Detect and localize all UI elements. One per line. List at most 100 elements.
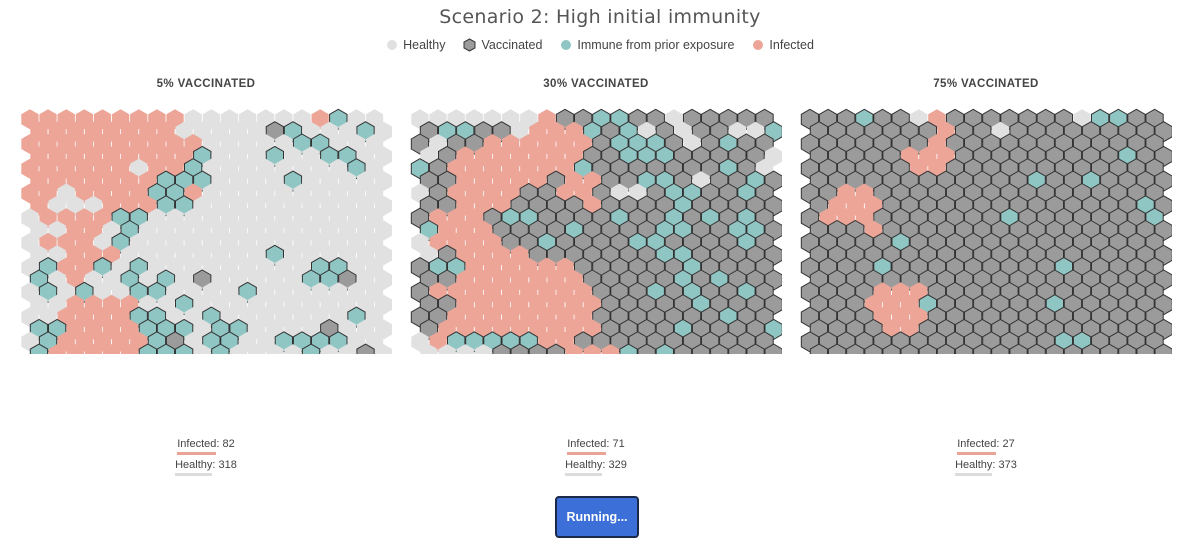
- hex-cell-infected: [21, 134, 39, 154]
- hex-cell-infected: [139, 121, 157, 142]
- hex-cell-healthy: [175, 121, 193, 142]
- hex-grid: [410, 108, 782, 354]
- hex-cell-healthy: [356, 220, 375, 241]
- hex-cell-infected: [483, 134, 502, 154]
- hex-cell-infected: [102, 121, 121, 142]
- hex-cell-infected: [520, 257, 538, 278]
- hex-cell-immune: [175, 195, 194, 217]
- hex-cell-healthy: [356, 195, 375, 216]
- hex-cell-vaccinated: [356, 343, 375, 354]
- hex-cell-immune: [265, 244, 284, 266]
- hex-cell-vaccinated: [882, 343, 901, 354]
- infected-label: Infected: [177, 438, 217, 455]
- hex-cell-infected: [39, 134, 57, 154]
- hex-cell-vaccinated: [574, 331, 593, 353]
- hex-cell-infected: [75, 183, 93, 204]
- hex-cell-healthy: [320, 294, 338, 315]
- hex-cell-infected: [529, 270, 547, 290]
- hex-cell-infected: [547, 121, 565, 142]
- hex-cell-healthy: [375, 294, 392, 315]
- hex-cell-infected: [520, 282, 538, 303]
- hex-cell-infected: [483, 183, 502, 204]
- hex-cell-healthy: [266, 270, 284, 290]
- hex-cell-healthy: [257, 183, 275, 204]
- hex-cell-healthy: [57, 282, 75, 303]
- hex-cell-infected: [66, 319, 84, 340]
- infected-label: Infected: [567, 438, 607, 455]
- hex-cell-infected: [447, 307, 465, 328]
- hex-cell-infected: [66, 344, 84, 354]
- hex-cell-immune: [93, 257, 112, 279]
- hex-cell-infected: [93, 307, 112, 328]
- hex-cell-healthy: [184, 208, 202, 229]
- hex-cell-healthy: [193, 245, 211, 266]
- hex-cell-healthy: [284, 245, 302, 266]
- hex-cell-infected: [93, 208, 112, 229]
- hex-cell-healthy: [229, 121, 248, 142]
- hex-cell-healthy: [248, 121, 266, 142]
- hex-cell-infected: [601, 344, 619, 354]
- hex-cell-infected: [511, 146, 529, 167]
- hex-cell-infected: [456, 195, 474, 216]
- hex-cell-healthy: [329, 208, 347, 229]
- hex-cell-healthy: [302, 294, 320, 315]
- hex-cell-vaccinated: [546, 343, 566, 354]
- hex-cell-healthy: [375, 344, 392, 354]
- hex-cell-healthy: [347, 282, 366, 303]
- hex-cell-infected: [520, 134, 538, 154]
- hex-cell-infected: [846, 195, 864, 216]
- hex-cell-healthy: [248, 195, 266, 216]
- hex-cell-immune: [111, 232, 130, 254]
- hex-cell-infected: [84, 294, 103, 315]
- hex-cell-infected: [429, 331, 447, 352]
- hex-cell-healthy: [157, 245, 175, 266]
- panel-stats: Infected: 71 Healthy: 329: [410, 438, 782, 480]
- healthy-label: Healthy: [565, 459, 603, 476]
- hex-cell-immune: [193, 170, 212, 192]
- hex-cell-infected: [529, 294, 547, 315]
- hex-cell-healthy: [175, 220, 193, 241]
- hex-cell-healthy: [284, 195, 302, 216]
- hex-cell-vaccinated: [1027, 343, 1046, 354]
- hex-cell-healthy: [365, 307, 384, 328]
- hex-cell-infected: [121, 319, 139, 340]
- hex-cell-vaccinated: [846, 170, 865, 192]
- hex-cell-vaccinated: [764, 343, 782, 354]
- hex-cell-healthy: [202, 208, 220, 229]
- hex-cell-healthy: [238, 257, 257, 278]
- hex-cell-healthy: [148, 208, 166, 229]
- hex-cell-immune: [283, 170, 303, 192]
- panel-title: 75% VACCINATED: [933, 78, 1039, 90]
- hex-cell-infected: [112, 158, 130, 179]
- hex-cell-healthy: [257, 208, 275, 229]
- hex-cell-vaccinated: [419, 318, 439, 340]
- hex-cell-immune: [265, 145, 284, 167]
- hex-cell-infected: [130, 109, 148, 130]
- hex-cell-healthy: [211, 146, 229, 167]
- hex-cell-infected: [892, 307, 910, 328]
- hex-cell-healthy: [311, 232, 329, 253]
- hex-cell-infected: [112, 134, 130, 154]
- hex-cell-vaccinated: [936, 343, 956, 354]
- legend-item-infected: Infected: [752, 38, 814, 52]
- hex-cell-infected: [547, 146, 565, 167]
- hex-cell-infected: [565, 344, 583, 354]
- hex-cell-healthy: [320, 171, 338, 192]
- hex-cell-healthy: [184, 232, 202, 253]
- hex-cell-infected: [66, 146, 84, 167]
- hex-cell-healthy: [220, 232, 239, 253]
- hex-cell-healthy: [356, 245, 375, 266]
- hex-cell-vaccinated: [746, 343, 765, 354]
- hex-cell-healthy: [229, 294, 248, 315]
- hex-cell-healthy: [266, 344, 284, 354]
- hex-cell-vaccinated: [1100, 343, 1119, 354]
- running-button[interactable]: Running...: [555, 496, 639, 538]
- hex-cell-vaccinated: [673, 343, 693, 354]
- hex-cell-infected: [465, 282, 483, 303]
- hex-cell-vaccinated: [1081, 343, 1101, 354]
- hex-cell-infected: [93, 331, 112, 352]
- hex-cell-infected: [547, 319, 565, 340]
- hex-cell-infected: [21, 183, 39, 204]
- hex-cell-healthy: [166, 208, 184, 229]
- hex-cell-healthy: [211, 270, 229, 290]
